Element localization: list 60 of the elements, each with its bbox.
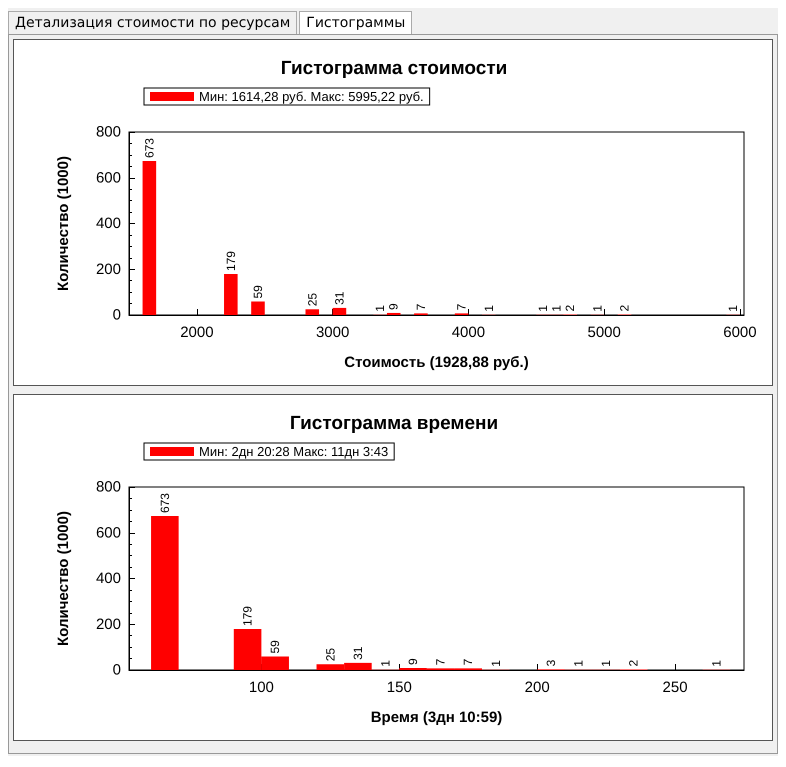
y-axis-title: Количество (1000) <box>55 511 72 646</box>
y-tick-label: 400 <box>96 570 121 587</box>
data-label: 31 <box>350 646 365 660</box>
x-tick-label: 6000 <box>723 324 757 341</box>
data-label: 1 <box>536 304 550 312</box>
data-label: 673 <box>158 492 172 514</box>
y-tick-label: 200 <box>96 260 121 278</box>
data-label: 25 <box>323 648 338 662</box>
data-label: 7 <box>434 658 448 666</box>
data-label: 673 <box>142 138 156 158</box>
data-label: 9 <box>406 658 420 665</box>
data-label: 1 <box>373 304 388 312</box>
data-label: 1 <box>599 660 614 667</box>
data-label: 1 <box>488 660 503 667</box>
data-label: 9 <box>386 302 401 310</box>
y-tick-label: 200 <box>96 616 121 633</box>
text: Детализация стоимости по ресурсам <box>8 11 298 34</box>
data-label: 3 <box>544 659 558 666</box>
y-tick-label: 600 <box>96 524 121 542</box>
y-tick-label: 600 <box>96 169 121 186</box>
data-label: 31 <box>332 291 346 305</box>
y-tick-label: 800 <box>96 478 121 496</box>
data-label: 2 <box>563 304 578 312</box>
y-tick-label: 800 <box>96 124 121 140</box>
data-label: 2 <box>618 304 632 312</box>
data-label: 179 <box>224 250 238 272</box>
data-label: 1 <box>482 304 496 312</box>
data-label: 7 <box>454 303 469 310</box>
data-label: 1 <box>590 304 604 312</box>
y-tick-label: 0 <box>112 306 121 324</box>
data-label: 7 <box>461 658 476 666</box>
x-tick-label: 150 <box>386 679 412 696</box>
x-axis-title: Стоимость (1928,88 руб.) <box>344 354 529 371</box>
chart-title: Гистограмма стоимости <box>280 58 508 79</box>
y-tick-label: 0 <box>112 662 121 678</box>
x-tick-label: 2000 <box>180 324 214 341</box>
data-label: 25 <box>305 292 320 306</box>
y-tick-label: 400 <box>96 215 121 232</box>
data-label: 1 <box>726 304 740 312</box>
data-label: 1 <box>709 660 724 667</box>
y-axis-title: Количество (1000) <box>55 156 72 291</box>
data-label: 59 <box>250 284 265 299</box>
x-axis-title: Время (3дн 10:59) <box>370 709 502 726</box>
data-label: 179 <box>240 606 255 626</box>
x-tick-label: 5000 <box>587 324 621 341</box>
data-label: 7 <box>414 303 428 310</box>
x-tick-label: 3000 <box>316 324 350 341</box>
data-label: 1 <box>550 304 564 312</box>
text: Гистограммы <box>299 11 412 34</box>
x-tick-label: 100 <box>248 679 274 696</box>
legend-label: Мин: 1614,28 руб. Макс: 5995,22 руб. <box>199 89 424 104</box>
x-tick-label: 200 <box>524 679 550 696</box>
legend-label: Мин: 2дн 20:28 Макс: 11дн 3:43 <box>199 444 388 459</box>
data-label: 2 <box>626 660 641 667</box>
x-tick-label: 250 <box>662 679 688 696</box>
x-tick-label: 4000 <box>452 324 486 341</box>
data-label: 59 <box>268 640 282 654</box>
data-label: 1 <box>572 660 586 667</box>
data-label: 1 <box>378 660 392 667</box>
chart-title: Гистограмма времени <box>290 413 498 434</box>
